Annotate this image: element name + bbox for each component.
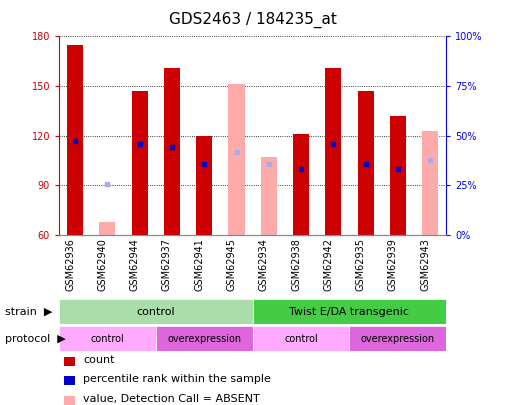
Text: protocol  ▶: protocol ▶ xyxy=(5,334,66,343)
Bar xyxy=(325,68,342,235)
Text: strain  ▶: strain ▶ xyxy=(5,307,52,317)
Text: GDS2463 / 184235_at: GDS2463 / 184235_at xyxy=(169,12,337,28)
Bar xyxy=(293,134,309,235)
Text: value, Detection Call = ABSENT: value, Detection Call = ABSENT xyxy=(83,394,260,404)
Text: GSM62944: GSM62944 xyxy=(130,238,140,291)
Text: GSM62943: GSM62943 xyxy=(420,238,430,291)
Text: count: count xyxy=(83,355,114,365)
Text: overexpression: overexpression xyxy=(167,334,241,343)
Bar xyxy=(252,299,446,324)
Text: GSM62939: GSM62939 xyxy=(388,238,398,291)
Bar xyxy=(349,326,446,351)
Bar xyxy=(228,84,245,235)
Bar xyxy=(156,326,252,351)
Text: GSM62940: GSM62940 xyxy=(97,238,107,291)
Bar xyxy=(358,91,373,235)
Bar xyxy=(261,157,277,235)
Text: GSM62938: GSM62938 xyxy=(291,238,301,291)
Text: GSM62935: GSM62935 xyxy=(356,238,366,291)
Bar xyxy=(59,299,252,324)
Bar xyxy=(252,326,349,351)
Text: Twist E/DA transgenic: Twist E/DA transgenic xyxy=(289,307,409,317)
Bar xyxy=(59,326,156,351)
Text: GSM62934: GSM62934 xyxy=(259,238,269,291)
Bar xyxy=(390,116,406,235)
Text: control: control xyxy=(90,334,124,343)
Text: GSM62941: GSM62941 xyxy=(194,238,204,291)
Text: GSM62936: GSM62936 xyxy=(65,238,75,291)
Text: GSM62942: GSM62942 xyxy=(323,238,333,291)
Text: control: control xyxy=(284,334,318,343)
Bar xyxy=(196,136,212,235)
Bar xyxy=(100,222,115,235)
Text: GSM62937: GSM62937 xyxy=(162,238,172,291)
Bar xyxy=(422,131,438,235)
Text: GSM62945: GSM62945 xyxy=(227,238,236,291)
Bar xyxy=(67,45,83,235)
Text: percentile rank within the sample: percentile rank within the sample xyxy=(83,375,271,384)
Bar xyxy=(164,68,180,235)
Bar xyxy=(132,91,148,235)
Text: control: control xyxy=(136,307,175,317)
Text: overexpression: overexpression xyxy=(361,334,435,343)
